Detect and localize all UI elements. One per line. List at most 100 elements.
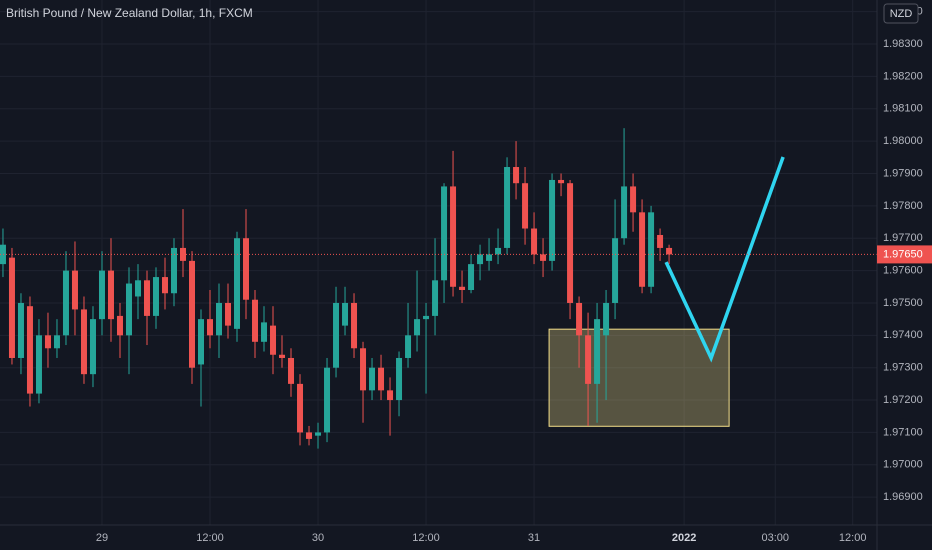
candle-body <box>477 254 484 265</box>
candle-body <box>360 348 367 391</box>
candle-body <box>161 277 168 294</box>
candle-body <box>8 257 15 358</box>
candle-body <box>152 277 159 316</box>
candle-body <box>495 247 502 255</box>
candle-body <box>116 315 123 336</box>
candle-body <box>567 183 574 303</box>
candle-body <box>306 432 313 439</box>
candle-body <box>252 299 259 342</box>
candle-body <box>585 335 592 384</box>
y-tick-label: 1.98100 <box>883 103 923 115</box>
candle-body <box>170 247 177 294</box>
marks <box>0 128 877 449</box>
candle-body <box>297 383 304 433</box>
candle-body <box>107 270 114 320</box>
candle-body <box>396 357 403 401</box>
candle-body <box>531 228 538 255</box>
candle-body <box>225 302 232 326</box>
x-tick-label: 29 <box>96 532 108 544</box>
candle-body <box>576 302 583 336</box>
candle-body <box>378 367 385 391</box>
candle-body <box>603 302 610 336</box>
candle-body <box>53 335 60 349</box>
currency-badge[interactable] <box>883 3 919 24</box>
candle-body <box>657 234 664 248</box>
support-zone <box>548 328 730 427</box>
y-tick-label: 1.98000 <box>883 135 923 147</box>
candle-body <box>432 280 439 316</box>
x-tick-label: 03:00 <box>762 532 790 544</box>
candle-body <box>666 247 673 255</box>
y-tick-label: 1.97200 <box>883 394 923 406</box>
candle-body <box>549 179 556 261</box>
candle-body <box>243 238 250 300</box>
x-tick-label: 31 <box>528 532 540 544</box>
x-tick-label: 2022 <box>672 532 696 544</box>
candle-body <box>648 212 655 287</box>
candle-body <box>333 302 340 368</box>
y-tick-label: 1.97700 <box>883 232 923 244</box>
candle-body <box>62 270 69 336</box>
candle-body <box>315 432 322 436</box>
candle-body <box>621 186 628 239</box>
last-price-badge <box>877 245 932 264</box>
currency-label[interactable]: NZD <box>890 8 913 20</box>
projection-line <box>664 156 785 363</box>
x-tick-label: 30 <box>312 532 324 544</box>
candle-body <box>279 354 286 358</box>
candle-body <box>612 238 619 303</box>
candle-body <box>98 270 105 320</box>
candle-body <box>594 319 601 384</box>
candle-body <box>35 335 42 394</box>
candle-body <box>414 319 421 336</box>
candle-body <box>261 322 268 342</box>
candle-body <box>504 167 511 248</box>
candle-body <box>270 325 277 355</box>
candle-body <box>44 335 51 349</box>
y-tick-label: 1.97400 <box>883 329 923 341</box>
candle-body <box>179 247 186 261</box>
candle-body <box>143 280 150 316</box>
candle-body <box>80 309 87 375</box>
x-tick-label: 12:00 <box>196 532 224 544</box>
candle-body <box>17 302 24 358</box>
candle-body <box>441 186 448 281</box>
candle-body <box>450 186 457 287</box>
candle-body <box>134 280 141 297</box>
candle-body <box>540 254 547 261</box>
y-tick-label: 1.98200 <box>883 70 923 82</box>
candle-body <box>387 390 394 401</box>
y-tick-label: 1.97900 <box>883 167 923 179</box>
candle-body <box>423 315 430 320</box>
candle-body <box>234 238 241 329</box>
x-tick-label: 12:00 <box>412 532 440 544</box>
y-tick-label: 1.98300 <box>883 38 923 50</box>
candle-body <box>513 167 520 184</box>
y-tick-label: 1.97300 <box>883 362 923 374</box>
candle-body <box>89 319 96 375</box>
candle-body <box>639 212 646 287</box>
candle-body <box>0 244 6 265</box>
candle-body <box>486 254 493 261</box>
candle-body <box>26 306 33 394</box>
axes: 1.96900 1.97000 1.97100 1.97200 1.97300 1.974… <box>96 6 932 544</box>
candle-body <box>125 283 132 336</box>
candle-body <box>71 270 78 310</box>
last-price-label: 1.97650 <box>883 248 923 260</box>
y-tick-label: 1.97100 <box>883 426 923 438</box>
candle-body <box>207 319 214 336</box>
candle-body <box>630 186 637 213</box>
x-tick-label: 12:00 <box>839 532 867 544</box>
chart-title: British Pound / New Zealand Dollar, 1h, … <box>6 6 253 20</box>
candle-body <box>324 367 331 433</box>
candle-body <box>558 179 565 184</box>
y-tick-label: 1.97800 <box>883 200 923 212</box>
candle-body <box>369 367 376 391</box>
y-tick-label: 1.97600 <box>883 264 923 276</box>
candle-body <box>216 302 223 336</box>
y-tick-label: 1.97500 <box>883 297 923 309</box>
candle-body <box>342 302 349 326</box>
candle-body <box>188 260 195 368</box>
candle-body <box>522 183 529 229</box>
